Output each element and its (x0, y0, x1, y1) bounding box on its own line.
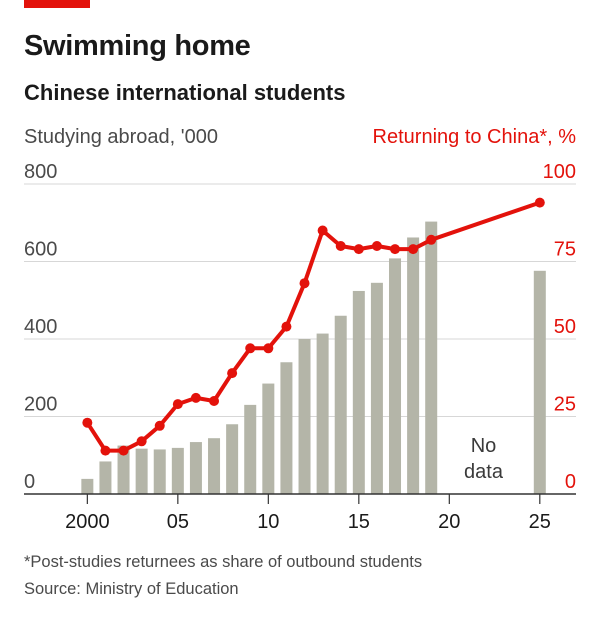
x-tick-label: 20 (438, 511, 460, 533)
bar (370, 282, 383, 494)
line-point (82, 417, 93, 428)
no-data-annotation: No (471, 435, 497, 457)
bar (244, 404, 257, 494)
bar (533, 270, 546, 494)
bar (389, 258, 402, 494)
left-axis-label: Studying abroad, '000 (24, 126, 218, 148)
left-tick-label: 800 (24, 161, 57, 183)
bar (117, 445, 130, 494)
footnote: *Post-studies returnees as share of outb… (24, 553, 423, 571)
left-tick-label: 0 (24, 471, 35, 493)
source-note: Source: Ministry of Education (24, 580, 239, 598)
line-point (335, 241, 346, 251)
right-tick-label: 50 (554, 316, 576, 338)
brand-red-tab (24, 0, 90, 8)
right-tick-label: 25 (554, 394, 576, 416)
line-point (317, 225, 328, 236)
chart-subtitle: Chinese international students (24, 80, 346, 105)
line-point (371, 241, 382, 251)
right-tick-label: 0 (565, 471, 576, 493)
right-tick-label: 100 (543, 161, 576, 183)
left-tick-label: 200 (24, 394, 57, 416)
bar (81, 478, 94, 494)
x-tick-label: 25 (529, 511, 551, 533)
line-point (209, 396, 220, 406)
bar (153, 449, 166, 494)
bar (226, 424, 239, 494)
chart-area: 0 200 400 600 800 0 25 50 75 100 No data 2000 05 10 15 2… (24, 161, 576, 533)
bar (189, 442, 202, 494)
line-point (281, 321, 292, 332)
x-tick-label: 10 (257, 511, 279, 533)
line-point (426, 234, 437, 245)
no-data-annotation: data (464, 461, 504, 483)
line-point (245, 343, 256, 354)
bar (99, 461, 112, 494)
bar (407, 237, 420, 494)
returning-share-line (85, 200, 542, 453)
left-tick-label: 600 (24, 239, 57, 261)
bar (425, 221, 438, 494)
x-tick-label: 15 (348, 511, 370, 533)
line-point (100, 445, 111, 456)
bar (316, 333, 329, 494)
bar (352, 290, 365, 494)
line-point (299, 278, 310, 289)
bar (280, 362, 293, 494)
bar (298, 339, 311, 494)
line-point (172, 399, 183, 410)
x-tick-label: 05 (167, 511, 189, 533)
line-point (154, 420, 165, 431)
line-point (136, 436, 147, 447)
left-tick-label: 400 (24, 316, 57, 338)
line-point (227, 368, 238, 379)
chart-title: Swimming home (24, 30, 251, 62)
bar (135, 448, 148, 494)
bar (262, 383, 275, 494)
line-point (353, 244, 364, 255)
line-point (408, 244, 419, 255)
bar (208, 438, 221, 494)
line-point (190, 392, 201, 403)
line-point (534, 197, 545, 208)
line-point (118, 445, 129, 456)
bar (334, 315, 347, 494)
right-axis-label: Returning to China*, % (372, 126, 576, 148)
bar (171, 447, 184, 494)
line-point (263, 343, 274, 354)
line-point (390, 244, 401, 255)
right-tick-label: 75 (554, 239, 576, 261)
x-tick-label: 2000 (65, 511, 110, 533)
